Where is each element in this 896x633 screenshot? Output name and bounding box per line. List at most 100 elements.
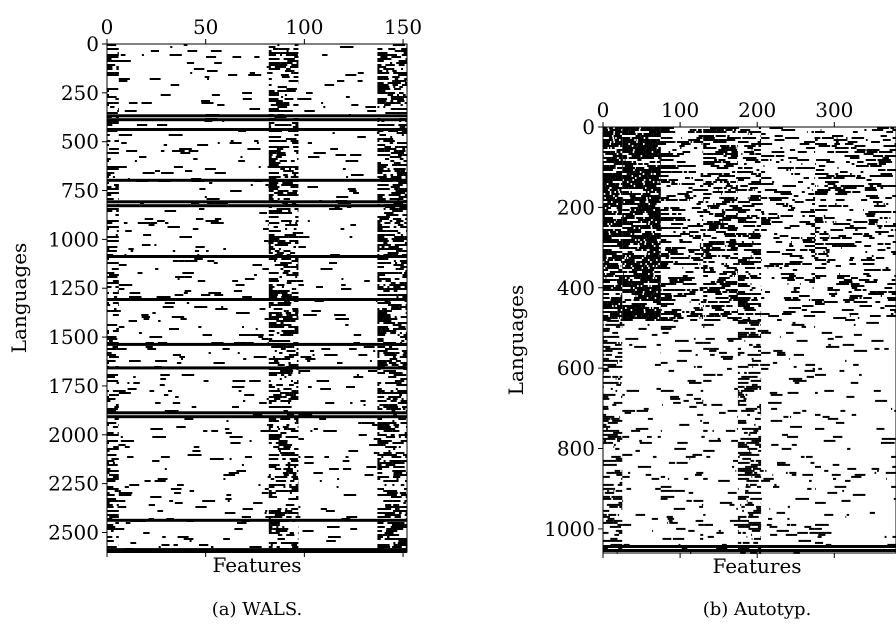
- wals-cell: [286, 62, 293, 64]
- wals-cell: [286, 88, 297, 90]
- autotyp-cell: [742, 157, 757, 159]
- autotyp-cell: [733, 253, 735, 255]
- autotyp-cell: [635, 275, 649, 277]
- wals-cell: [194, 258, 203, 260]
- autotyp-cell: [644, 183, 658, 185]
- autotyp-cell: [622, 193, 633, 195]
- autotyp-cell: [840, 185, 845, 187]
- wals-cell: [383, 284, 386, 286]
- autotyp-cell: [615, 145, 619, 147]
- wals-cell: [267, 72, 269, 74]
- autotyp-cell: [765, 159, 769, 161]
- autotyp-cell: [622, 319, 632, 321]
- autotyp-cell: [843, 223, 851, 225]
- wals-cell: [283, 174, 288, 176]
- autotyp-cell: [619, 415, 621, 418]
- autotyp-cell: [631, 293, 643, 295]
- wals-cell: [282, 182, 293, 184]
- autotyp-cell: [882, 157, 884, 159]
- autotyp-cell: [668, 277, 669, 279]
- autotyp-cell: [853, 301, 868, 303]
- wals-cell: [107, 510, 119, 512]
- autotyp-cell: [747, 335, 758, 338]
- wals-cell: [176, 426, 186, 428]
- wals-cell: [400, 226, 407, 228]
- wals-cell: [401, 134, 404, 136]
- autotyp-cell: [780, 273, 795, 275]
- autotyp-cell: [878, 163, 886, 165]
- wals-cell: [377, 350, 388, 352]
- autotyp-cell: [737, 167, 743, 169]
- wals-x-tick-label: 100: [285, 15, 323, 39]
- wals-cell: [279, 148, 284, 150]
- autotyp-cell: [693, 141, 704, 143]
- wals-cell: [268, 160, 276, 162]
- autotyp-cell: [652, 127, 654, 129]
- autotyp-cell: [725, 281, 738, 283]
- autotyp-cell: [708, 213, 714, 215]
- autotyp-cell: [815, 299, 824, 301]
- autotyp-cell: [758, 461, 762, 464]
- autotyp-cell: [750, 283, 752, 285]
- autotyp-cell: [835, 173, 839, 175]
- autotyp-cell: [864, 189, 877, 191]
- autotyp-cell: [843, 187, 857, 189]
- wals-cell: [290, 266, 299, 268]
- wals-cell: [275, 442, 288, 444]
- wals-cell: [277, 364, 285, 366]
- wals-cell: [260, 430, 269, 432]
- autotyp-cell: [887, 543, 896, 546]
- wals-cell: [268, 58, 280, 60]
- wals-cell: [264, 240, 269, 242]
- wals-cell: [404, 500, 407, 502]
- autotyp-cell: [739, 547, 750, 550]
- wals-cell: [107, 492, 110, 494]
- autotyp-cell: [603, 259, 606, 261]
- wals-cell: [107, 478, 119, 480]
- autotyp-cell: [759, 469, 762, 472]
- autotyp-cell: [634, 297, 647, 299]
- autotyp-cell: [811, 273, 815, 275]
- autotyp-cell: [622, 499, 624, 502]
- autotyp-cell: [615, 489, 620, 492]
- wals-cell: [267, 476, 269, 478]
- autotyp-cell: [727, 229, 737, 231]
- wals-cell: [400, 440, 407, 442]
- wals-cell: [252, 264, 262, 266]
- autotyp-cell: [632, 309, 644, 311]
- autotyp-cell: [732, 217, 738, 219]
- wals-cell: [400, 484, 405, 486]
- autotyp-cell: [711, 307, 722, 309]
- autotyp-cell: [799, 257, 804, 259]
- autotyp-cell: [670, 217, 683, 219]
- wals-cell: [384, 248, 390, 250]
- wals-cell: [398, 272, 403, 274]
- autotyp-cell: [813, 167, 815, 169]
- autotyp-cell: [761, 203, 763, 205]
- wals-cell: [398, 360, 401, 362]
- wals-cell: [298, 284, 304, 286]
- autotyp-cell: [703, 137, 715, 139]
- autotyp-cell: [786, 169, 789, 171]
- wals-cell: [221, 306, 224, 308]
- autotyp-cell: [730, 289, 738, 291]
- autotyp-cell: [892, 129, 896, 131]
- autotyp-cell: [665, 247, 671, 249]
- autotyp-cell: [753, 541, 759, 544]
- autotyp-cell: [671, 181, 675, 183]
- autotyp-cell: [894, 143, 896, 145]
- autotyp-cell: [606, 335, 620, 338]
- autotyp-cell: [603, 251, 609, 253]
- autotyp-cell: [622, 221, 628, 223]
- autotyp-cell: [722, 221, 724, 223]
- wals-cell: [268, 72, 273, 74]
- wals-cell: [271, 246, 274, 248]
- autotyp-cell: [615, 359, 618, 362]
- autotyp-cell: [748, 131, 755, 133]
- autotyp-cell: [660, 305, 668, 307]
- autotyp-cell: [719, 301, 730, 303]
- wals-cell: [133, 376, 136, 378]
- autotyp-cell: [658, 213, 661, 215]
- autotyp-cell: [776, 529, 789, 532]
- wals-cell: [117, 506, 119, 508]
